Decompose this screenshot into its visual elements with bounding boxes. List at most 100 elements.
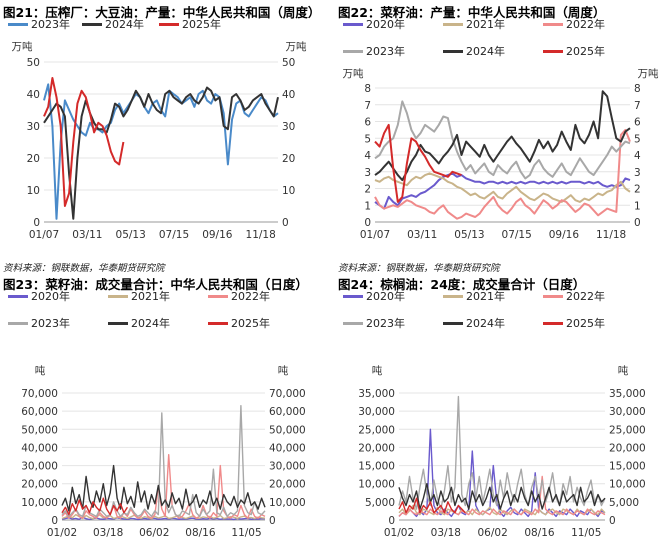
legend-label: 2023年: [31, 18, 70, 31]
x-tick-label: 11/05: [231, 527, 261, 539]
y-tick-label-left: 2: [364, 184, 371, 196]
x-tick-label: 09/16: [549, 229, 580, 241]
legend-item: 2020年: [343, 288, 405, 304]
chart-plot: 吨 吨 0 0 5,000 5,000 10,000 10,000 15,000 15,000 20…: [358, 364, 646, 539]
series-line: [374, 100, 631, 180]
y-tick-label-right: 40,000: [269, 442, 306, 454]
legend-item: 2021年: [443, 288, 505, 304]
x-tick-label: 03/18: [431, 527, 461, 539]
y-tick-label-left: 15,000: [358, 461, 395, 473]
y-tick-label-right: 6: [634, 117, 641, 129]
y-tick-label-left: 10: [27, 185, 40, 197]
legend-item: 2024年: [443, 315, 505, 331]
x-tick-label: 01/02: [47, 527, 77, 539]
x-tick-label: 11/18: [246, 229, 276, 241]
chart-panel-rapeseed-oil-volume: 图23：菜籽油：成交量合计：中华人民共和国（日度） 2020年 2021年 2022…: [0, 272, 332, 543]
x-tick-label: 08/16: [185, 527, 216, 539]
legend-label: 2025年: [566, 317, 605, 330]
y-tick-label-right: 5,000: [609, 497, 639, 509]
y-tick-label-right: 0: [634, 217, 641, 229]
legend-label: 2023年: [31, 317, 70, 330]
y-tick-label-right: 30,000: [269, 461, 306, 473]
legend-swatch: [343, 321, 363, 325]
y-tick-label-right: 4: [634, 150, 641, 162]
chart-source: 资料来源：钢联数据，华泰期货研究院: [338, 263, 500, 274]
y-tick-label-right: 10,000: [609, 479, 646, 491]
x-tick-label: 05/13: [116, 229, 146, 241]
x-tick-label: 07/15: [502, 229, 532, 241]
legend-swatch: [8, 22, 28, 26]
legend-item: 2023年: [343, 43, 405, 59]
y-tick-label-left: 20: [27, 153, 40, 165]
legend-label: 2024年: [466, 45, 505, 58]
y-tick-label-right: 20: [282, 153, 295, 165]
legend-swatch: [543, 49, 563, 53]
series-line: [61, 453, 266, 519]
y-tick-label-right: 10,000: [269, 497, 306, 509]
chart-panel-soybean-oil: 图21：压榨厂：大豆油：产量：中华人民共和国（周度） 2023年 2024年 202…: [0, 0, 332, 274]
chart-plot: 万吨 万吨 0 0 10 10 20 20 30 30 40 40 50 50 01/07 03/11 05/1…: [12, 40, 307, 241]
y-tick-label-left: 3: [364, 167, 371, 179]
legend-swatch: [208, 321, 228, 325]
legend-label: 2022年: [566, 290, 605, 303]
y-tick-label-left: 7: [364, 100, 371, 112]
legend-item: 2023年: [8, 315, 70, 331]
y-tick-label-right: 20,000: [609, 442, 646, 454]
legend-label: 2023年: [366, 317, 405, 330]
y-tick-label-left: 8: [364, 83, 371, 95]
y-tick-label-left: 30: [27, 121, 40, 133]
legend-item: 2024年: [108, 315, 170, 331]
y-tick-label-right: 30: [282, 121, 295, 133]
x-tick-label: 06/02: [478, 527, 508, 539]
y-tick-label-right: 50,000: [269, 424, 306, 436]
legend-item: 2025年: [208, 315, 270, 331]
y-tick-label-left: 70,000: [21, 388, 58, 400]
y-tick-label-left: 40,000: [21, 442, 58, 454]
x-tick-label: 09/16: [202, 229, 233, 241]
y-tick-label-left: 30,000: [21, 461, 58, 473]
y-tick-label-right: 35,000: [609, 388, 646, 400]
y-tick-label-right: 0: [609, 515, 616, 527]
y-tick-label-left: 60,000: [21, 406, 58, 418]
y-tick-label-right: 15,000: [609, 461, 646, 473]
series-line: [374, 172, 631, 203]
legend-swatch: [443, 321, 463, 325]
y-tick-label-left: 30,000: [358, 406, 395, 418]
chart-plot: 吨 吨 0 0 10,000 10,000 20,000 20,000 30,000 30,000…: [21, 364, 306, 539]
y-tick-label-right: 7: [634, 100, 641, 112]
y-tick-label-right: 8: [634, 83, 641, 95]
series-line: [61, 404, 266, 518]
y-axis-unit-left: 万吨: [343, 67, 364, 80]
legend-swatch: [443, 49, 463, 53]
legend-label: 2021年: [466, 18, 505, 31]
y-axis-unit-right: 吨: [278, 364, 289, 377]
y-axis-unit-right: 万吨: [638, 67, 659, 80]
legend-item: 2020年: [343, 16, 405, 32]
chart-title: 图23：菜籽油：成交量合计：中华人民共和国（日度）: [3, 277, 308, 292]
x-tick-label: 06/02: [139, 527, 169, 539]
y-tick-label-right: 0: [282, 217, 289, 229]
legend-label: 2025年: [566, 45, 605, 58]
x-tick-label: 03/18: [93, 527, 123, 539]
legend-label: 2023年: [366, 45, 405, 58]
y-tick-label-left: 0: [33, 217, 40, 229]
y-axis-unit-left: 万吨: [12, 40, 33, 53]
y-tick-label-left: 5,000: [365, 497, 395, 509]
y-axis-unit-right: 吨: [618, 364, 629, 377]
series-line: [398, 482, 606, 510]
chart-title: 图22：菜籽油：产量：中华人民共和国（周度）: [338, 5, 606, 20]
legend-swatch: [82, 22, 102, 26]
legend-label: 2025年: [182, 18, 221, 31]
series-line: [374, 123, 462, 203]
series-line: [374, 90, 631, 182]
chart-panel-rapeseed-oil-production: 图22：菜籽油：产量：中华人民共和国（周度） 2020年 2021年 2022年 20…: [335, 0, 665, 274]
x-tick-label: 01/07: [29, 229, 59, 241]
y-tick-label-left: 5: [364, 133, 371, 145]
legend-swatch: [343, 294, 363, 298]
legend-item: 2021年: [443, 16, 505, 32]
y-tick-label-left: 1: [364, 200, 371, 212]
series-line: [43, 86, 279, 220]
y-tick-label-left: 10,000: [358, 479, 395, 491]
series-line: [61, 464, 266, 512]
x-tick-label: 01/02: [384, 527, 414, 539]
